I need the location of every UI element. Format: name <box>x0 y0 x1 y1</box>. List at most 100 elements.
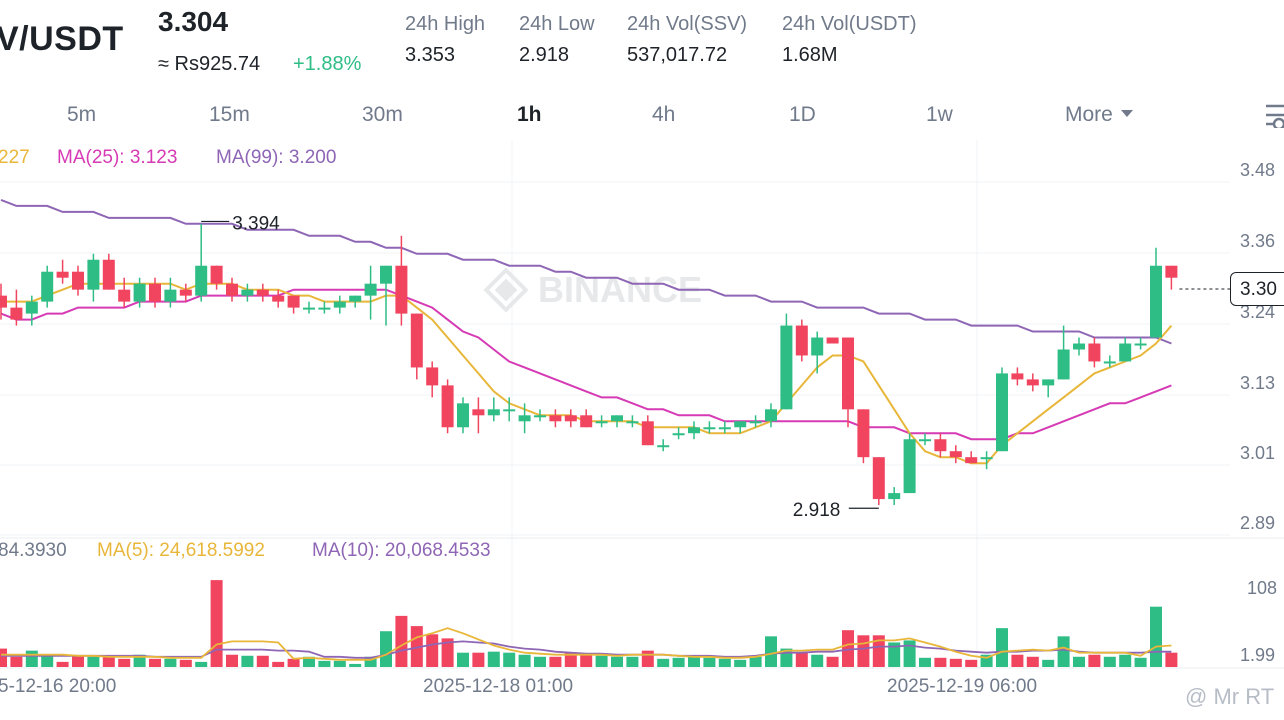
candle-body <box>518 415 531 422</box>
candle-body <box>133 283 146 302</box>
volume-bar <box>903 640 916 667</box>
candle <box>641 415 654 446</box>
ma99-line <box>0 198 1172 345</box>
tab-5m[interactable]: 5m <box>67 103 97 126</box>
candle <box>333 295 346 314</box>
volume-bar <box>795 652 808 667</box>
ma7-line <box>1 282 1173 465</box>
volume-bar <box>580 654 593 667</box>
candle-body <box>349 295 362 302</box>
candle <box>765 403 777 428</box>
volume-bar <box>457 652 469 667</box>
volume-bar <box>426 634 439 667</box>
tab-1h[interactable]: 1h <box>517 103 542 126</box>
candle-body <box>1073 343 1085 350</box>
y-tick-label: 3.13 <box>1240 373 1276 393</box>
tab-1w[interactable]: 1w <box>926 103 953 126</box>
candle-body <box>749 421 762 424</box>
volume-bar <box>241 655 254 667</box>
volume-y-tick: 108 <box>1247 578 1278 598</box>
volume-bar <box>287 658 300 667</box>
volume-bar <box>72 655 84 667</box>
candle-body <box>872 457 885 500</box>
volume-bar <box>1165 652 1178 667</box>
volume-bar <box>133 654 146 667</box>
ma7-label: 227 <box>0 147 30 168</box>
candle <box>626 415 639 428</box>
volume-bar <box>703 657 716 667</box>
candle-body <box>795 325 808 356</box>
candle-body <box>256 289 269 296</box>
candle-body <box>426 367 439 386</box>
candle <box>672 427 685 440</box>
volume-bar <box>611 656 623 667</box>
last-price: 3.304 <box>158 6 229 37</box>
candle <box>241 283 254 302</box>
volume-bar <box>734 659 747 667</box>
chart-settings-icon[interactable] <box>1262 100 1284 128</box>
y-tick-label: 3.48 <box>1240 160 1276 180</box>
attribution-watermark: @ Mr RT <box>1185 684 1275 709</box>
volume-bar <box>149 658 161 667</box>
volume-bar <box>349 663 362 667</box>
candle-body <box>72 271 84 290</box>
candle-body <box>580 415 593 428</box>
y-tick-label: 2.89 <box>1240 513 1276 533</box>
volume-bar <box>210 580 223 667</box>
volume-bar <box>888 642 901 667</box>
candle-body <box>842 337 854 410</box>
volume-bar <box>672 657 685 667</box>
candle <box>303 301 315 314</box>
volume-bar <box>87 656 100 667</box>
candle-body <box>164 289 177 302</box>
candle <box>133 277 146 308</box>
tab-30m[interactable]: 30m <box>362 103 403 126</box>
volume-bar <box>256 655 269 667</box>
candle-body <box>626 421 639 424</box>
tab-more[interactable]: More <box>1065 103 1133 127</box>
volume-bar <box>1042 659 1055 667</box>
candle-body <box>179 289 192 296</box>
volume-bar <box>657 658 670 667</box>
volume-bar <box>10 656 23 667</box>
candle-body <box>688 427 700 434</box>
candle-body <box>1119 343 1132 362</box>
volume-bar <box>934 657 947 667</box>
tab-1d[interactable]: 1D <box>789 103 816 126</box>
candle <box>534 409 546 422</box>
candle <box>903 433 916 494</box>
stat-24h-vol-quote-value: 1.68M <box>782 44 838 66</box>
tab-4h[interactable]: 4h <box>652 103 676 126</box>
candle-body <box>318 307 331 310</box>
time-axis-label: 2025-12-19 06:00 <box>887 676 1038 697</box>
candle-body <box>118 289 131 302</box>
candle <box>826 337 839 344</box>
high-marker-label: 3.394 <box>232 213 280 234</box>
tab-15m[interactable]: 15m <box>209 103 250 126</box>
candle-body <box>657 445 670 448</box>
candle-body <box>1088 343 1101 362</box>
stat-24h-vol-base-value: 537,017.72 <box>627 44 728 66</box>
ma99-label: MA(99): 3.200 <box>216 147 337 168</box>
candle-body <box>1042 379 1055 386</box>
volume-bar <box>811 654 824 667</box>
candle-body <box>87 259 100 290</box>
volume-bar <box>333 660 346 667</box>
volume-bar <box>518 654 531 667</box>
volume-ma5-label: MA(5): 24,618.5992 <box>97 540 265 561</box>
candle-body <box>934 439 947 452</box>
volume-bar <box>1134 657 1147 667</box>
candle <box>842 337 854 428</box>
time-axis-label: 5-12-16 20:00 <box>0 676 117 697</box>
candle <box>41 265 54 308</box>
candle <box>888 487 901 506</box>
candle-body <box>56 271 69 278</box>
candle <box>256 283 269 302</box>
candle <box>349 295 362 308</box>
candle <box>688 421 700 440</box>
stat-24h-vol-quote-label: 24h Vol(USDT) <box>782 13 917 35</box>
candle <box>1011 367 1024 386</box>
volume-bar <box>380 631 392 667</box>
watermark-text: BINANCE <box>538 269 702 310</box>
